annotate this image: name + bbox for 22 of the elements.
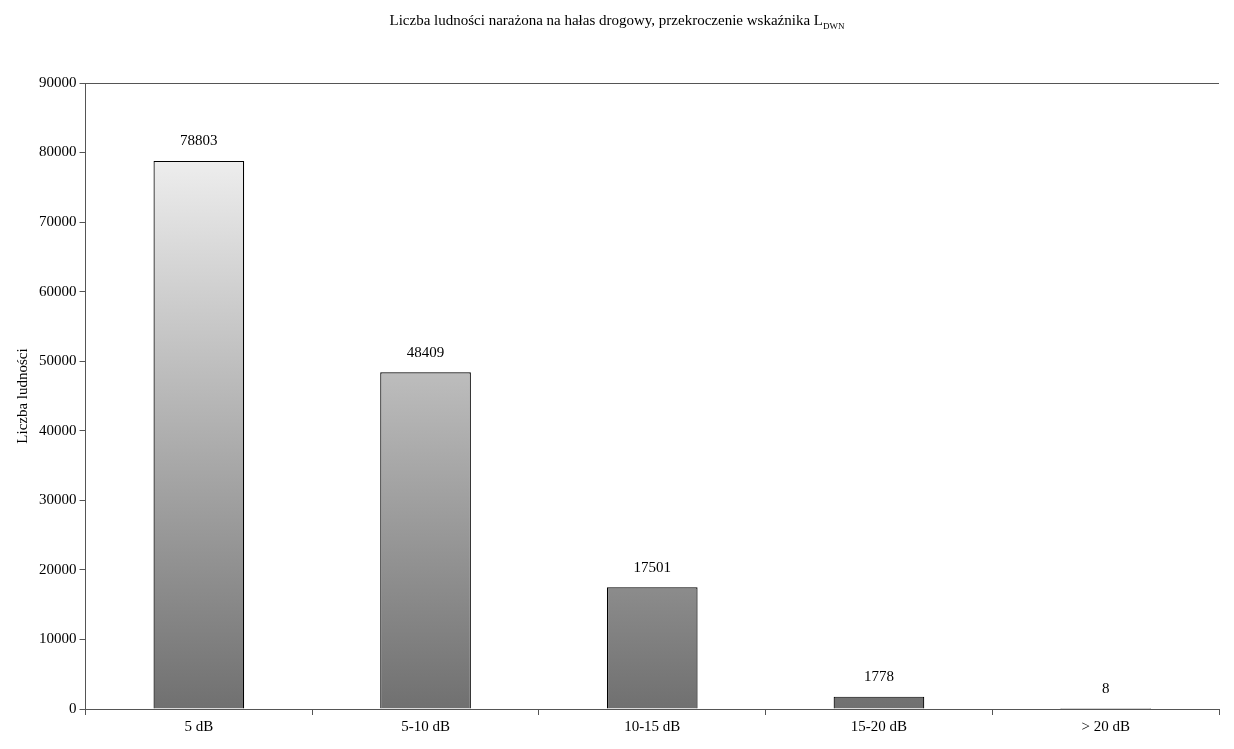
chart-title: Liczba ludności narażona na hałas drogowy, przekroczenie wskaźnika L$_{DWN}$ bbox=[388, 12, 846, 31]
y-tick-label: 80000 bbox=[39, 143, 77, 160]
data-label: 8 bbox=[1101, 680, 1110, 697]
data-label: 17501 bbox=[633, 558, 671, 575]
x-tick-label: 15-20 dB bbox=[850, 717, 908, 734]
y-tick-label: 20000 bbox=[39, 560, 77, 577]
y-tick-label: 0 bbox=[69, 699, 77, 716]
x-tick-label: 5-10 dB bbox=[401, 717, 450, 734]
x-tick-label: 10-15 dB bbox=[624, 717, 681, 734]
y-tick-label: 90000 bbox=[39, 73, 77, 90]
y-tick-label: 10000 bbox=[39, 630, 77, 647]
y-tick-label: 60000 bbox=[39, 282, 77, 299]
data-label: 48409 bbox=[406, 343, 445, 360]
y-tick-label: 70000 bbox=[39, 213, 77, 230]
data-label: 78803 bbox=[180, 132, 218, 149]
x-tick-label: 5 dB bbox=[184, 717, 214, 734]
y-tick-label: 40000 bbox=[39, 421, 77, 438]
x-tick-label: > 20 dB bbox=[1081, 717, 1130, 734]
y-tick-label: 30000 bbox=[39, 491, 77, 508]
data-label: 1778 bbox=[863, 668, 894, 685]
y-axis-title: Liczba ludności bbox=[13, 348, 30, 444]
y-tick-label: 50000 bbox=[39, 352, 77, 369]
